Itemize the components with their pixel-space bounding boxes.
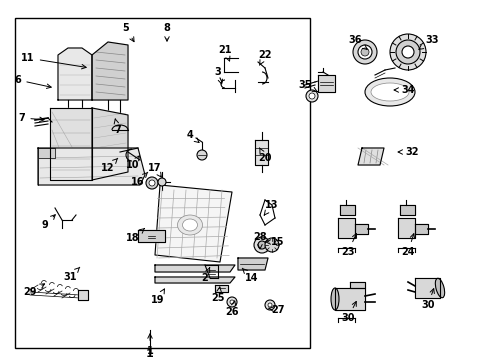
Circle shape bbox=[357, 45, 371, 59]
Circle shape bbox=[253, 237, 269, 253]
Text: 34: 34 bbox=[393, 85, 414, 95]
Polygon shape bbox=[155, 265, 235, 272]
Text: 21: 21 bbox=[218, 45, 231, 61]
Text: 33: 33 bbox=[418, 35, 438, 49]
Ellipse shape bbox=[364, 78, 414, 106]
Ellipse shape bbox=[370, 83, 408, 101]
Circle shape bbox=[146, 177, 158, 189]
Circle shape bbox=[360, 48, 368, 56]
Circle shape bbox=[389, 34, 425, 70]
Text: 28: 28 bbox=[253, 232, 266, 249]
Polygon shape bbox=[354, 224, 367, 234]
Polygon shape bbox=[349, 282, 364, 288]
Text: 18: 18 bbox=[126, 228, 144, 243]
Polygon shape bbox=[155, 277, 235, 283]
Text: 19: 19 bbox=[151, 289, 164, 305]
Text: 30: 30 bbox=[420, 289, 434, 310]
Polygon shape bbox=[334, 288, 364, 310]
Ellipse shape bbox=[182, 219, 197, 231]
Polygon shape bbox=[92, 108, 128, 180]
Polygon shape bbox=[254, 140, 267, 165]
Circle shape bbox=[267, 303, 271, 307]
Text: 14: 14 bbox=[242, 268, 258, 283]
Circle shape bbox=[264, 238, 279, 252]
Text: 2: 2 bbox=[201, 267, 209, 283]
Text: 22: 22 bbox=[258, 50, 271, 65]
Polygon shape bbox=[238, 258, 267, 270]
Polygon shape bbox=[78, 290, 88, 300]
Text: 25: 25 bbox=[211, 287, 224, 303]
Polygon shape bbox=[215, 285, 227, 292]
Text: 35: 35 bbox=[298, 80, 317, 91]
Text: 20: 20 bbox=[258, 148, 271, 163]
Polygon shape bbox=[58, 48, 92, 100]
Circle shape bbox=[197, 150, 206, 160]
Ellipse shape bbox=[330, 288, 338, 310]
Polygon shape bbox=[337, 218, 354, 238]
Circle shape bbox=[401, 46, 413, 58]
Text: 13: 13 bbox=[264, 200, 278, 215]
Circle shape bbox=[308, 93, 314, 99]
Text: 16: 16 bbox=[131, 172, 147, 187]
Polygon shape bbox=[317, 75, 334, 92]
Polygon shape bbox=[138, 230, 164, 242]
Text: 27: 27 bbox=[268, 305, 284, 315]
Text: 6: 6 bbox=[15, 75, 51, 89]
Ellipse shape bbox=[434, 278, 444, 298]
Circle shape bbox=[229, 300, 234, 304]
Circle shape bbox=[258, 241, 265, 249]
Circle shape bbox=[305, 90, 317, 102]
Text: 30: 30 bbox=[341, 301, 356, 323]
Text: 23: 23 bbox=[341, 234, 356, 257]
Circle shape bbox=[352, 40, 376, 64]
Polygon shape bbox=[155, 185, 231, 262]
Text: 10: 10 bbox=[126, 156, 140, 170]
Text: 24: 24 bbox=[401, 234, 414, 257]
Circle shape bbox=[149, 180, 155, 186]
Text: 5: 5 bbox=[122, 23, 134, 42]
Circle shape bbox=[264, 300, 274, 310]
Text: 3: 3 bbox=[214, 67, 222, 84]
Circle shape bbox=[395, 40, 419, 64]
Text: 8: 8 bbox=[163, 23, 170, 41]
Polygon shape bbox=[339, 205, 354, 215]
Polygon shape bbox=[357, 148, 383, 165]
Polygon shape bbox=[38, 148, 55, 158]
Polygon shape bbox=[92, 42, 128, 100]
Text: 17: 17 bbox=[148, 163, 162, 177]
Text: 7: 7 bbox=[19, 113, 44, 123]
Text: 29: 29 bbox=[23, 284, 44, 297]
Ellipse shape bbox=[177, 215, 202, 235]
Text: 11: 11 bbox=[21, 53, 86, 69]
Text: 12: 12 bbox=[101, 158, 118, 173]
Text: 32: 32 bbox=[397, 147, 418, 157]
Polygon shape bbox=[414, 224, 427, 234]
Circle shape bbox=[158, 178, 165, 186]
Polygon shape bbox=[397, 218, 414, 238]
Text: 1: 1 bbox=[146, 334, 153, 356]
Text: 26: 26 bbox=[225, 301, 238, 317]
Text: 4: 4 bbox=[186, 130, 199, 143]
Polygon shape bbox=[38, 148, 145, 185]
Text: 15: 15 bbox=[265, 237, 284, 247]
Polygon shape bbox=[399, 205, 414, 215]
Circle shape bbox=[226, 297, 237, 307]
Polygon shape bbox=[50, 108, 92, 180]
Bar bbox=[15, 18, 309, 348]
Text: 36: 36 bbox=[347, 35, 366, 49]
Text: 9: 9 bbox=[41, 215, 55, 230]
Text: 7: 7 bbox=[114, 119, 121, 135]
Text: 31: 31 bbox=[63, 267, 80, 282]
Text: 1: 1 bbox=[146, 349, 154, 359]
Polygon shape bbox=[414, 278, 439, 298]
